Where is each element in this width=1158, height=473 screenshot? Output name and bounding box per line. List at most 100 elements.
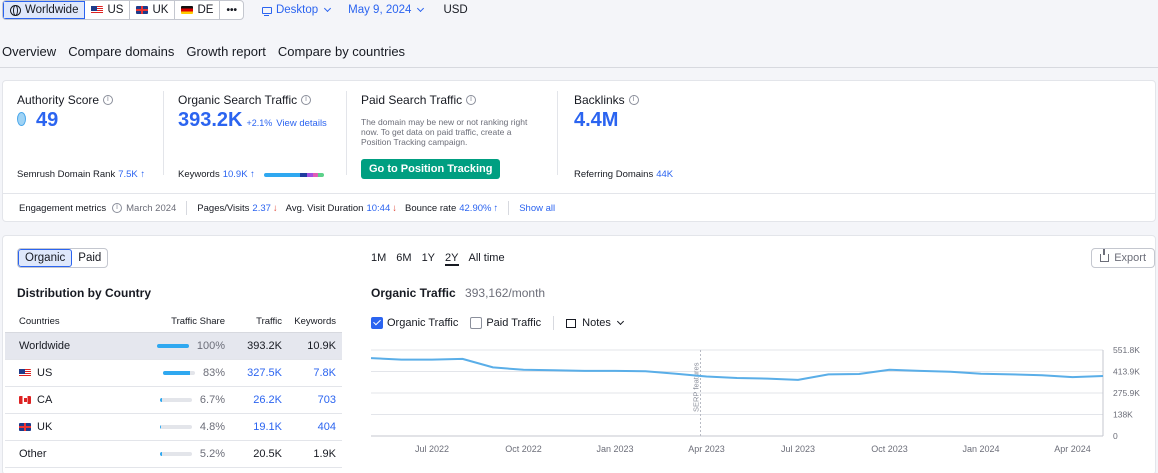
- show-all-link[interactable]: Show all: [519, 202, 556, 214]
- db-us-button[interactable]: US: [85, 1, 131, 19]
- x-tick-label: Jul 2022: [415, 444, 449, 454]
- traffic-share: 6.7%: [125, 394, 225, 406]
- pages-visits-value: 2.37: [252, 202, 271, 214]
- metrics-card: Authority Score 49 Semrush Domain Rank 7…: [2, 80, 1156, 222]
- organic-traffic-chart[interactable]: 0 138K 275.9K 413.9K 551.8K Jul 2022 Oct 2022 J…: [371, 346, 1153, 472]
- backlinks-block: Backlinks 4.4M Referring Domains 44K: [574, 81, 774, 185]
- info-icon[interactable]: [628, 94, 639, 105]
- traffic-value[interactable]: 26.2K: [253, 394, 282, 406]
- traffic-share-bar: [159, 425, 192, 429]
- authority-score-block: Authority Score 49 Semrush Domain Rank 7…: [17, 81, 157, 185]
- traffic-share: 4.8%: [125, 421, 225, 433]
- date-dropdown[interactable]: May 9, 2024: [348, 4, 425, 16]
- organic-traffic-line[interactable]: [371, 357, 1104, 381]
- flag-ca-icon: [19, 396, 31, 404]
- flag-us-icon: [91, 6, 104, 14]
- traffic-share: 83%: [125, 367, 225, 379]
- keywords-value[interactable]: 7.8K: [313, 367, 336, 379]
- tab-compare-by-countries[interactable]: Compare by countries: [277, 44, 406, 59]
- organic-traffic-title: Organic Search Traffic: [178, 93, 298, 107]
- go-to-position-tracking-button[interactable]: Go to Position Tracking: [361, 159, 501, 179]
- y-tick-label: 413.9K: [1113, 367, 1140, 377]
- traffic-share: 100%: [125, 340, 225, 352]
- db-de-button[interactable]: DE: [175, 1, 221, 19]
- toggle-paid[interactable]: Paid: [78, 252, 102, 264]
- db-worldwide-button[interactable]: Worldwide: [3, 1, 86, 19]
- organic-paid-toggle: Organic Paid: [17, 248, 109, 268]
- table-row[interactable]: UK 4.8% 19.1K 404: [5, 414, 342, 441]
- monitor-icon: [261, 6, 272, 16]
- device-dropdown[interactable]: Desktop: [261, 4, 332, 16]
- paid-traffic-title: Paid Search Traffic: [361, 93, 463, 107]
- range-2y[interactable]: 2Y: [445, 252, 459, 266]
- range-6m[interactable]: 6M: [396, 252, 412, 264]
- export-button[interactable]: Export: [1091, 248, 1155, 268]
- x-tick-label: Apr 2024: [1054, 444, 1091, 454]
- organic-traffic-value[interactable]: 393.2K: [178, 109, 243, 131]
- info-icon[interactable]: [466, 94, 477, 105]
- organic-traffic-checkbox[interactable]: [371, 317, 383, 329]
- chart-subtitle: 393,162/month: [465, 286, 546, 300]
- x-tick-label: Jan 2024: [962, 444, 999, 454]
- distribution-title: Distribution by Country: [17, 286, 151, 300]
- engagement-date: March 2024: [126, 202, 177, 214]
- tab-overview[interactable]: Overview: [2, 44, 57, 59]
- divider: [557, 91, 558, 175]
- x-tick-label: Oct 2022: [505, 444, 542, 454]
- authority-score-icon: [17, 112, 26, 126]
- keywords-value[interactable]: 10.9K ↑: [222, 169, 255, 180]
- range-all-time[interactable]: All time: [468, 252, 505, 264]
- domain-rank-label: Semrush Domain Rank: [17, 169, 116, 180]
- keywords-distribution-bar: [263, 172, 324, 177]
- paid-traffic-checkbox[interactable]: [470, 317, 483, 329]
- table-row[interactable]: Worldwide 100% 393.2K 10.9K: [5, 333, 342, 360]
- bounce-rate-label: Bounce rate: [405, 202, 457, 214]
- organic-traffic-legend-label[interactable]: Organic Traffic: [387, 317, 459, 329]
- traffic-share-bar: [159, 398, 192, 402]
- domain-rank-value[interactable]: 7.5K ↑: [118, 169, 146, 180]
- range-1y[interactable]: 1Y: [421, 252, 436, 264]
- toggle-organic[interactable]: Organic: [18, 249, 73, 267]
- traffic-value[interactable]: 327.5K: [247, 367, 282, 379]
- keywords-value[interactable]: 703: [317, 394, 336, 406]
- traffic-value[interactable]: 19.1K: [253, 421, 282, 433]
- table-header: Countries Traffic Share Traffic Keywords: [5, 311, 342, 333]
- traffic-share-bar: [159, 452, 192, 456]
- more-databases-button[interactable]: •••: [220, 1, 243, 19]
- authority-score-value[interactable]: 49: [36, 109, 59, 131]
- currency-label: USD: [443, 4, 468, 16]
- backlinks-value[interactable]: 4.4M: [574, 109, 619, 131]
- tab-compare-domains[interactable]: Compare domains: [68, 44, 175, 59]
- top-bar: Worldwide US UK DE ••• Desktop May 9, 20…: [0, 0, 1158, 20]
- db-uk-button[interactable]: UK: [130, 1, 176, 19]
- traffic-share-bar: [162, 371, 195, 375]
- keywords-value[interactable]: 404: [317, 421, 336, 433]
- traffic-value: 393.2K: [247, 340, 282, 352]
- info-icon[interactable]: [301, 94, 312, 105]
- notes-icon: [566, 318, 577, 328]
- notes-dropdown[interactable]: Notes: [582, 317, 611, 329]
- tabs-divider: [0, 67, 1158, 68]
- divider: [346, 91, 347, 175]
- paid-traffic-legend-label[interactable]: Paid Traffic: [486, 317, 542, 329]
- range-1m[interactable]: 1M: [371, 252, 387, 264]
- table-row[interactable]: CA 6.7% 26.2K 703: [5, 387, 342, 414]
- chevron-down-icon: [417, 4, 425, 13]
- serp-features-label: SERP features: [692, 362, 701, 412]
- country-name: CA: [5, 394, 125, 406]
- y-tick-label: 275.9K: [1113, 388, 1140, 398]
- view-details-link[interactable]: View details: [276, 118, 327, 129]
- arrow-down-icon: ↓: [392, 202, 397, 214]
- arrow-up-icon: ↑: [493, 202, 499, 214]
- table-row[interactable]: Other 5.2% 20.5K 1.9K: [5, 441, 342, 468]
- x-tick-label: Oct 2023: [871, 444, 908, 454]
- tab-growth-report[interactable]: Growth report: [186, 44, 266, 59]
- country-name: US: [5, 367, 125, 379]
- flag-us-icon: [19, 369, 31, 377]
- country-name: Other: [19, 448, 47, 460]
- y-tick-label: 138K: [1113, 410, 1133, 420]
- table-row[interactable]: US 83% 327.5K 7.8K: [5, 360, 342, 387]
- referring-domains-value[interactable]: 44K: [656, 169, 674, 180]
- info-icon[interactable]: [112, 202, 123, 213]
- info-icon[interactable]: [103, 94, 114, 105]
